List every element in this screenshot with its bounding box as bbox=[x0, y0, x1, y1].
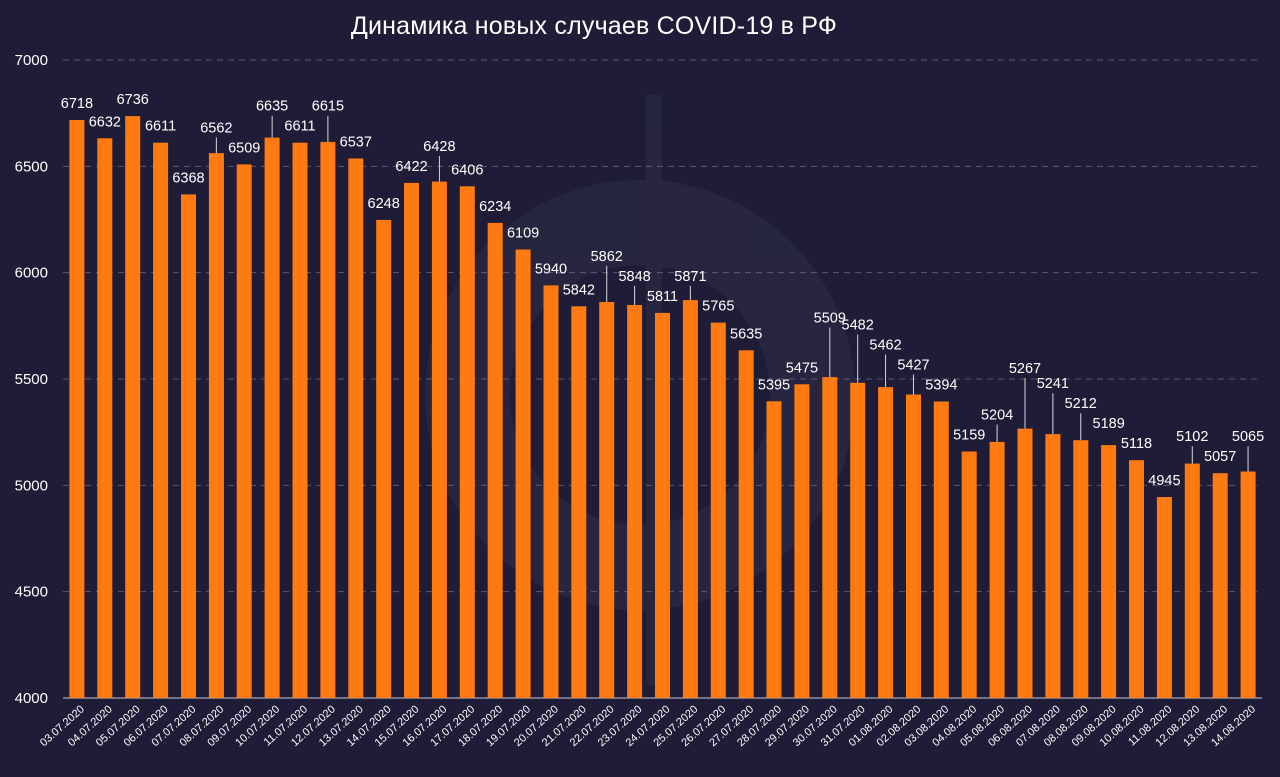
data-label: 5862 bbox=[591, 249, 623, 265]
bar bbox=[878, 387, 894, 698]
bar bbox=[655, 312, 670, 698]
bar bbox=[515, 249, 531, 698]
bar bbox=[292, 142, 308, 698]
y-tick-label: 7000 bbox=[15, 52, 48, 69]
bar bbox=[320, 141, 336, 698]
data-label: 6611 bbox=[145, 119, 176, 135]
data-label: 5871 bbox=[674, 269, 706, 285]
bar bbox=[627, 305, 643, 698]
bar bbox=[961, 451, 977, 698]
data-label: 5842 bbox=[563, 282, 595, 298]
data-label: 5811 bbox=[647, 289, 678, 305]
data-label: 5475 bbox=[786, 360, 818, 376]
data-label: 6422 bbox=[395, 159, 427, 175]
bar bbox=[181, 194, 196, 698]
data-label: 5057 bbox=[1204, 449, 1236, 465]
data-label: 6635 bbox=[256, 99, 288, 115]
bar bbox=[1129, 460, 1144, 698]
data-label: 5102 bbox=[1176, 429, 1208, 445]
data-label: 5395 bbox=[758, 377, 790, 393]
data-label: 5159 bbox=[953, 428, 985, 444]
bar bbox=[97, 138, 113, 699]
bar bbox=[571, 306, 587, 698]
bar bbox=[1101, 445, 1117, 698]
data-label: 5848 bbox=[618, 269, 650, 285]
data-label: 5940 bbox=[535, 261, 567, 277]
data-label: 6509 bbox=[228, 140, 260, 156]
y-tick-label: 6500 bbox=[15, 158, 48, 175]
data-label: 5509 bbox=[814, 311, 846, 327]
y-tick-label: 4500 bbox=[15, 584, 48, 601]
bar bbox=[682, 300, 698, 698]
bar bbox=[933, 401, 949, 698]
data-label: 6615 bbox=[312, 99, 344, 115]
data-label: 4945 bbox=[1148, 473, 1180, 489]
data-label: 6428 bbox=[423, 139, 455, 155]
bar bbox=[1073, 440, 1089, 698]
bar bbox=[599, 302, 615, 698]
data-label: 6234 bbox=[479, 199, 511, 215]
bar bbox=[1184, 463, 1200, 698]
bar bbox=[850, 382, 866, 698]
data-label: 6248 bbox=[368, 196, 400, 212]
data-label: 6718 bbox=[61, 96, 93, 112]
data-label: 5427 bbox=[897, 358, 929, 374]
data-label: 5118 bbox=[1121, 436, 1152, 452]
data-label: 5204 bbox=[981, 408, 1013, 424]
data-label: 5462 bbox=[869, 338, 901, 354]
data-label: 6736 bbox=[117, 92, 149, 108]
data-label: 6368 bbox=[172, 170, 204, 186]
y-tick-label: 5000 bbox=[15, 477, 48, 494]
bar bbox=[1017, 428, 1033, 698]
bar bbox=[1240, 471, 1256, 698]
bar bbox=[264, 137, 280, 699]
bar bbox=[348, 158, 364, 698]
data-label: 6109 bbox=[507, 225, 539, 241]
data-label: 5212 bbox=[1065, 396, 1097, 412]
data-label: 6632 bbox=[89, 114, 121, 130]
data-label: 5267 bbox=[1009, 361, 1041, 377]
data-label: 6406 bbox=[451, 162, 483, 178]
y-tick-label: 6000 bbox=[15, 265, 48, 282]
bar bbox=[1045, 434, 1061, 698]
data-label: 5241 bbox=[1037, 376, 1069, 392]
data-label: 5394 bbox=[925, 378, 957, 394]
bar bbox=[989, 441, 1005, 698]
bar bbox=[738, 350, 754, 698]
data-label: 6562 bbox=[200, 120, 232, 136]
bar bbox=[459, 186, 475, 699]
y-tick-label: 4000 bbox=[15, 690, 48, 707]
bar bbox=[125, 116, 141, 699]
bar bbox=[487, 222, 503, 698]
bar bbox=[1156, 497, 1172, 698]
data-label: 5635 bbox=[730, 326, 762, 342]
data-label: 5189 bbox=[1093, 416, 1125, 432]
data-label: 5765 bbox=[702, 299, 734, 315]
bar bbox=[404, 182, 419, 698]
bar bbox=[153, 142, 169, 698]
bar bbox=[710, 322, 726, 698]
bar bbox=[236, 164, 252, 698]
bar bbox=[766, 401, 782, 698]
chart-title: Динамика новых случаев COVID-19 в РФ bbox=[350, 12, 838, 40]
bar bbox=[794, 384, 810, 698]
data-label: 6611 bbox=[284, 119, 315, 135]
data-label: 6537 bbox=[340, 134, 372, 150]
bar bbox=[906, 394, 921, 698]
bar bbox=[431, 181, 447, 699]
bar bbox=[376, 219, 392, 698]
bar bbox=[1212, 473, 1228, 698]
bar bbox=[208, 153, 224, 699]
data-label: 5482 bbox=[842, 318, 874, 334]
bar bbox=[69, 120, 85, 698]
data-label: 5065 bbox=[1232, 429, 1264, 445]
y-tick-label: 5500 bbox=[15, 371, 48, 388]
bar bbox=[543, 285, 559, 698]
bar bbox=[822, 377, 838, 698]
